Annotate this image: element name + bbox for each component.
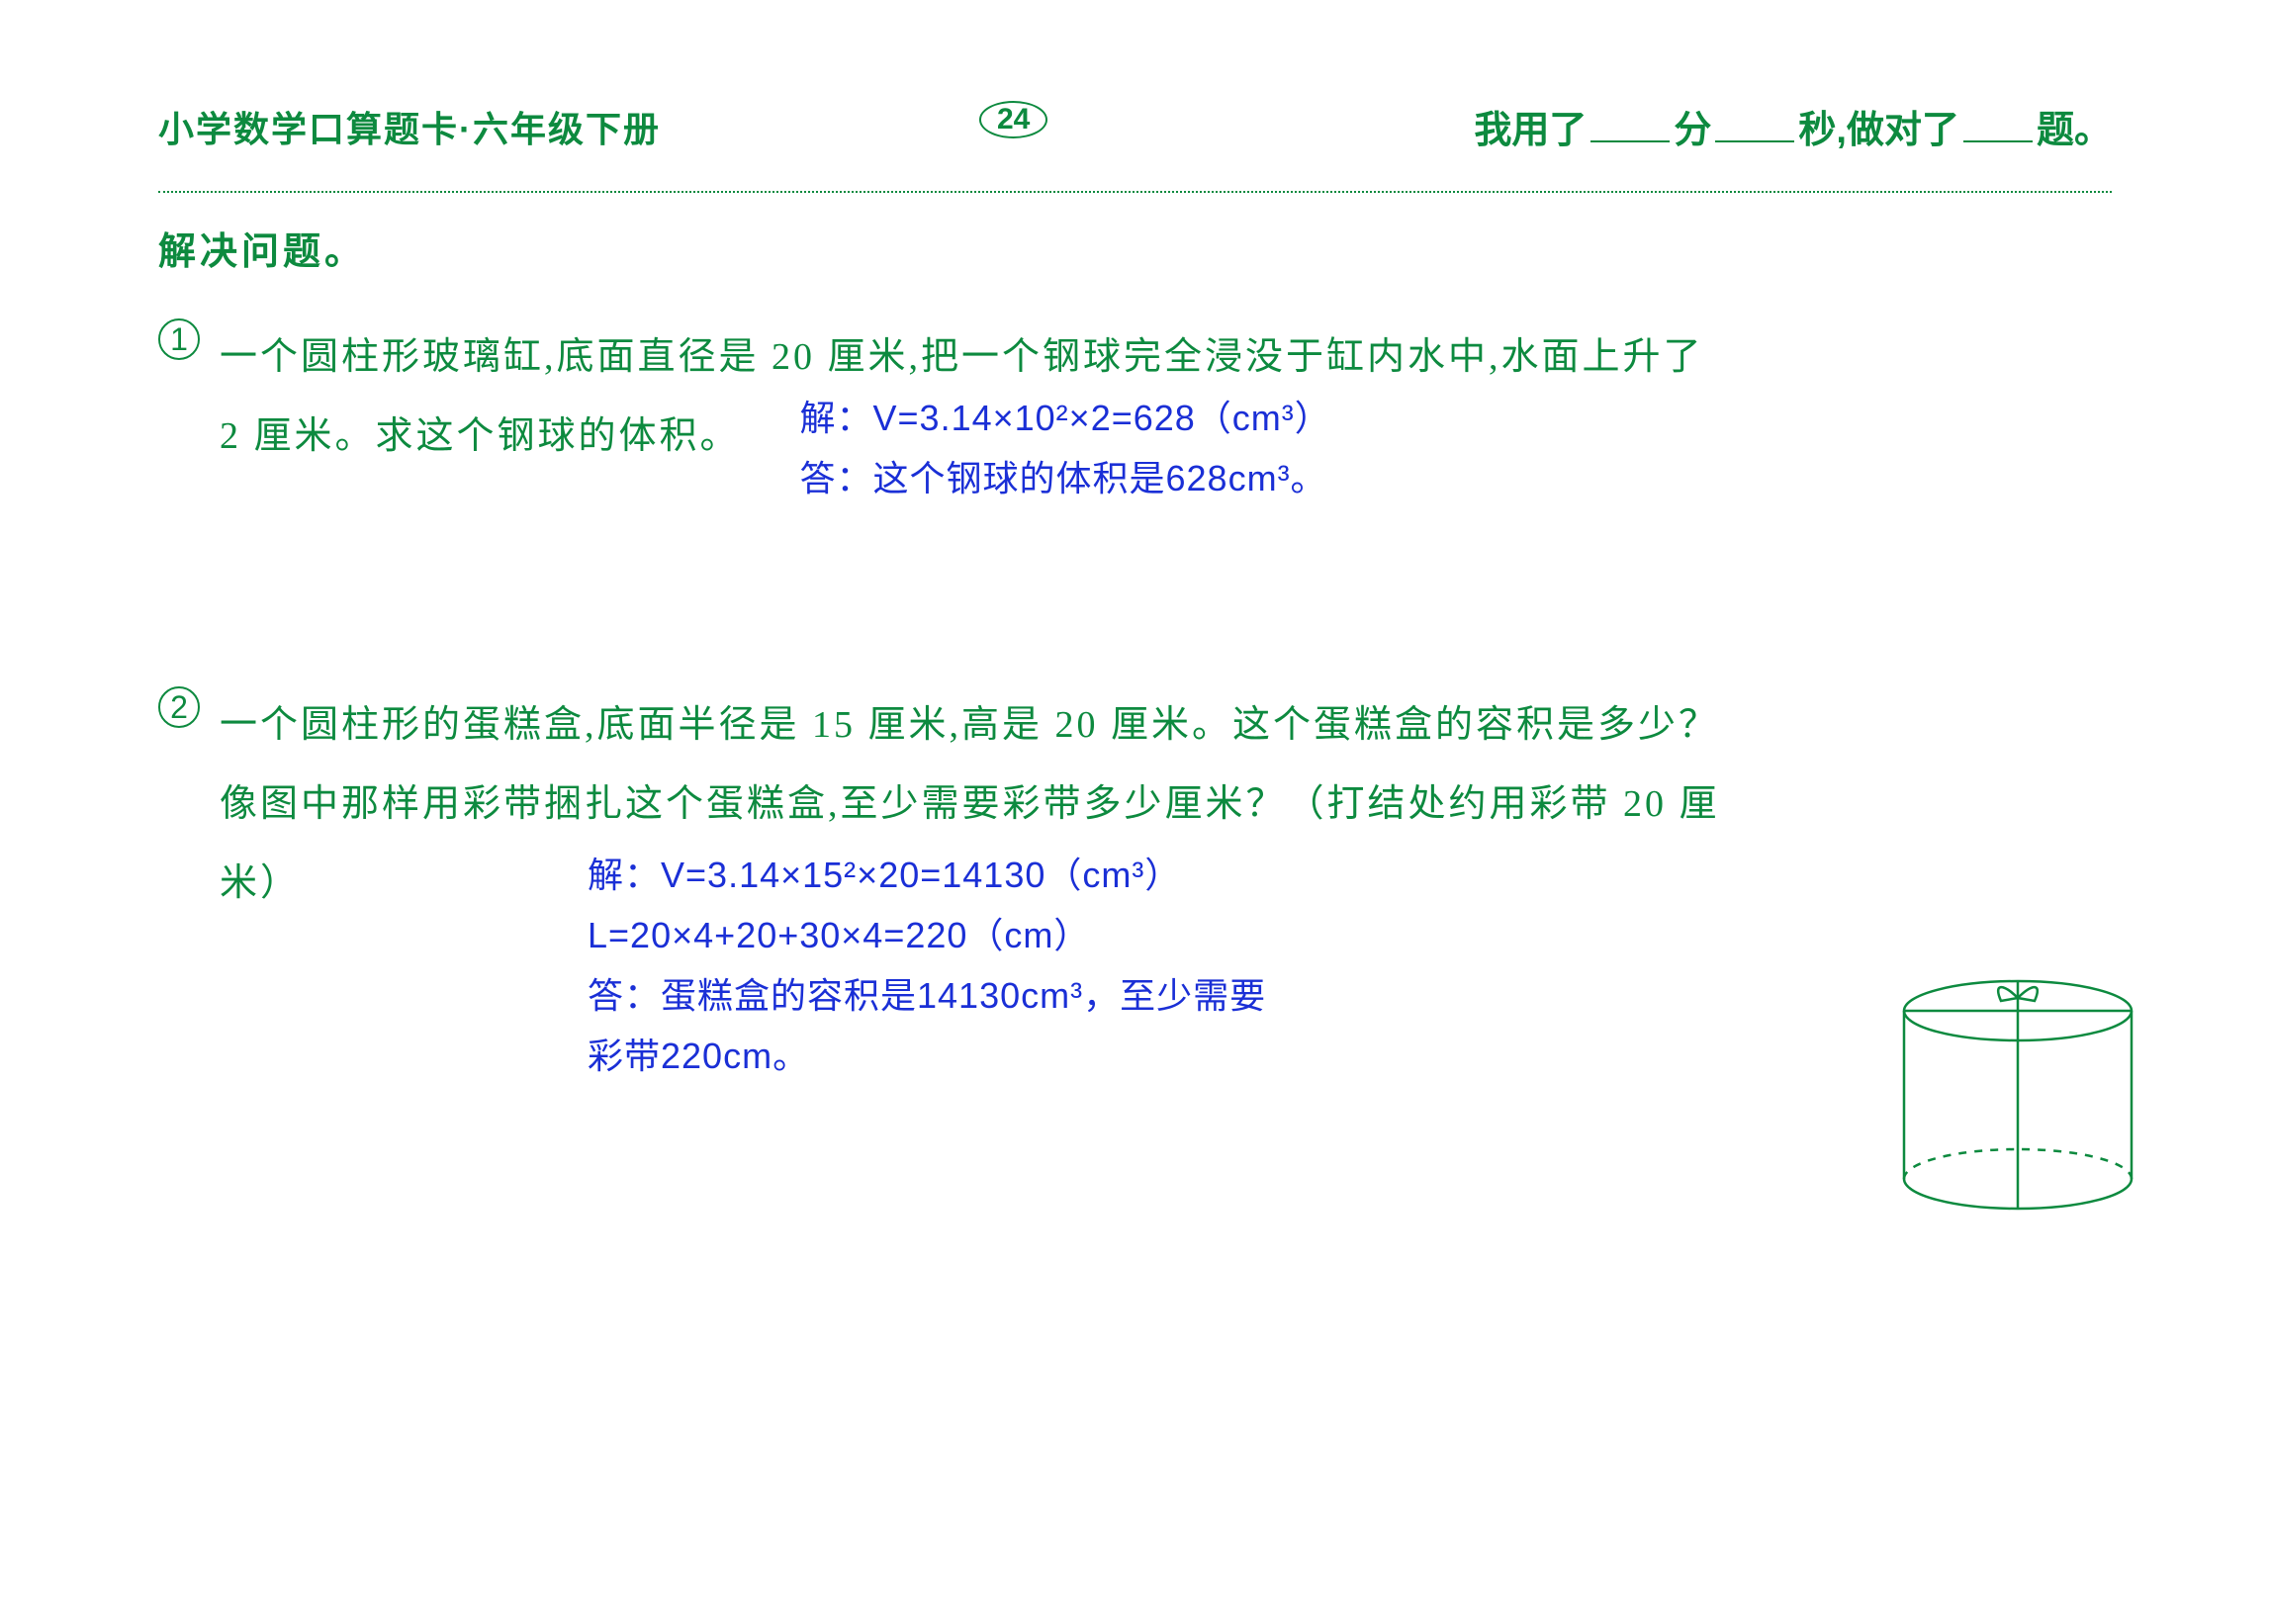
problem-2-line1: 一个圆柱形的蛋糕盒,底面半径是 15 厘米,高是 20 厘米。这个蛋糕盒的容积是… xyxy=(220,686,1720,766)
answer-1: 解：V=3.14×10²×2=628（cm³） 答：这个钢球的体积是628cm³… xyxy=(800,388,1331,508)
score-min: 分 xyxy=(1674,99,1711,153)
problem-2-line2: 像图中那样用彩带捆扎这个蛋糕盒,至少需要彩带多少厘米？（打结处约用彩带 20 厘 xyxy=(220,766,1720,845)
answer-2: 解：V=3.14×15²×20=14130（cm³） L=20×4+20+30×… xyxy=(588,845,1266,1087)
problem-2-line3: 米） xyxy=(220,845,301,924)
seconds-blank[interactable] xyxy=(1715,105,1794,142)
score-prefix: 我用了 xyxy=(1474,99,1587,153)
minutes-blank[interactable] xyxy=(1590,105,1670,142)
worksheet-header: 小学数学口算题卡·六年级下册 24 我用了 分 秒,做对了 题。 xyxy=(158,99,2112,173)
problem-1-line1: 一个圆柱形玻璃缸,底面直径是 20 厘米,把一个钢球完全浸没于缸内水中,水面上升… xyxy=(220,318,1704,398)
answer-1-line1: 解：V=3.14×10²×2=628（cm³） xyxy=(800,388,1331,448)
cake-box-diagram xyxy=(1884,963,2151,1220)
correct-blank[interactable] xyxy=(1963,105,2033,142)
problem-1-line2: 2 厘米。求这个钢球的体积。 xyxy=(220,398,741,477)
book-title: 小学数学口算题卡·六年级下册 xyxy=(158,101,661,152)
section-title: 解决问题。 xyxy=(158,221,2112,275)
answer-1-line2: 答：这个钢球的体积是628cm³。 xyxy=(800,448,1331,508)
score-suffix: 题。 xyxy=(2037,99,2112,153)
answer-2-line4: 彩带220cm。 xyxy=(588,1026,1266,1086)
answer-2-line1: 解：V=3.14×15²×20=14130（cm³） xyxy=(588,845,1266,905)
problem-1: 1 一个圆柱形玻璃缸,底面直径是 20 厘米,把一个钢球完全浸没于缸内水中,水面… xyxy=(158,318,2112,508)
page-number: 24 xyxy=(979,101,1047,138)
problem-number-2: 2 xyxy=(158,686,200,728)
score-line: 我用了 分 秒,做对了 题。 xyxy=(1474,99,2112,153)
problem-2: 2 一个圆柱形的蛋糕盒,底面半径是 15 厘米,高是 20 厘米。这个蛋糕盒的容… xyxy=(158,686,2112,1086)
answer-2-line2: L=20×4+20+30×4=220（cm） xyxy=(588,905,1266,965)
divider xyxy=(158,191,2112,193)
score-sec: 秒,做对了 xyxy=(1798,99,1959,153)
answer-2-line3: 答：蛋糕盒的容积是14130cm³，至少需要 xyxy=(588,965,1266,1026)
problem-number-1: 1 xyxy=(158,318,200,360)
